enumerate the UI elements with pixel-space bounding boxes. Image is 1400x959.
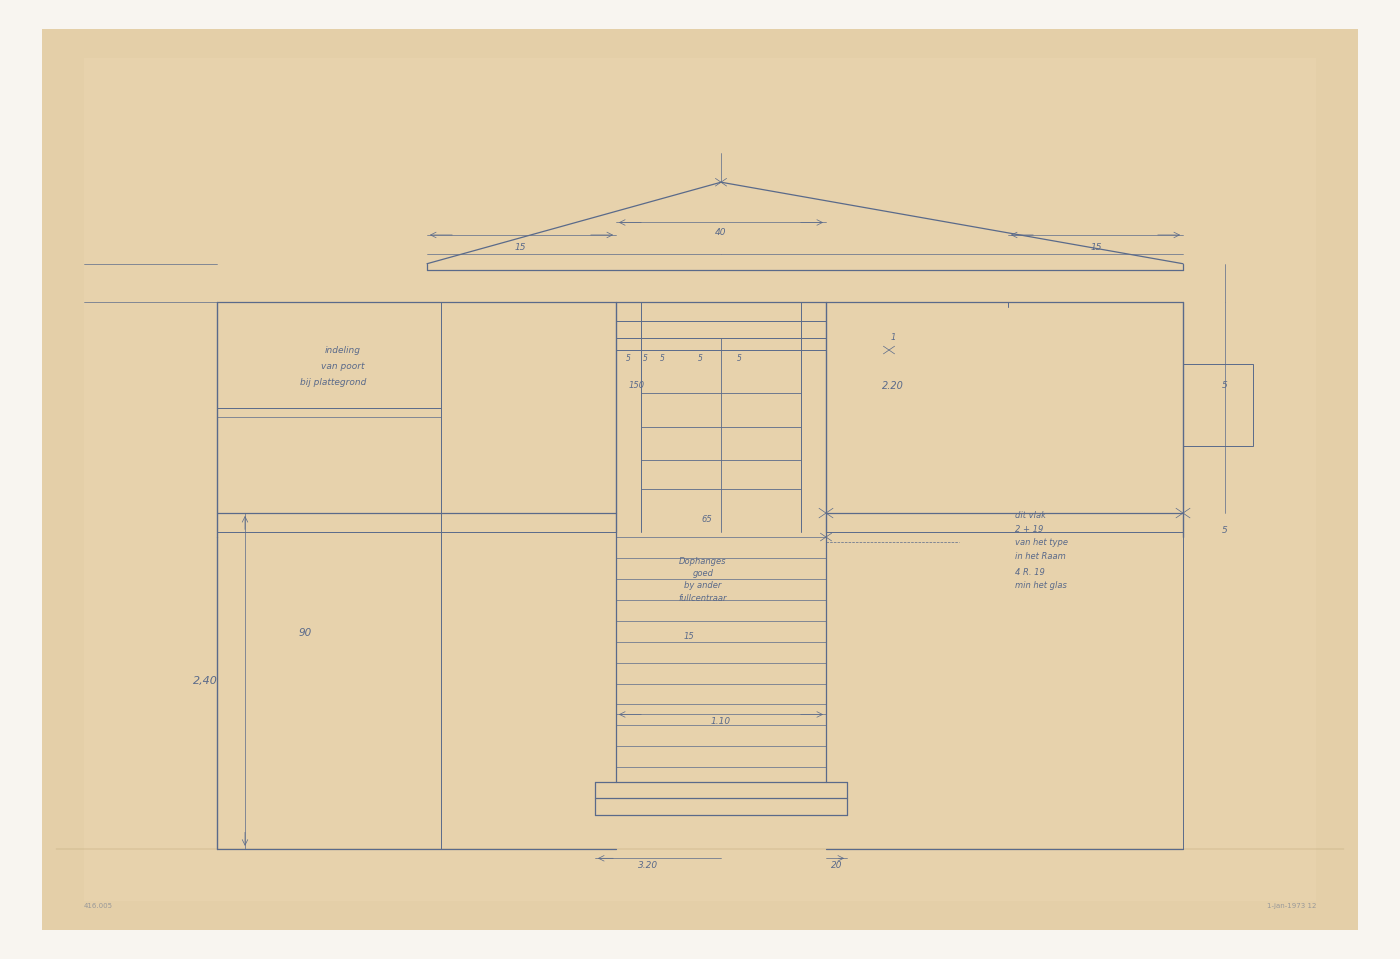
Text: 65: 65 [701, 515, 713, 525]
Text: 150: 150 [629, 381, 645, 390]
Text: bij plattegrond: bij plattegrond [300, 378, 367, 387]
Text: Dophanges: Dophanges [679, 556, 727, 566]
Text: by ander: by ander [685, 581, 721, 591]
Text: 15: 15 [515, 243, 526, 252]
Text: 4 R. 19: 4 R. 19 [1015, 568, 1044, 577]
Text: 1.10: 1.10 [711, 716, 731, 726]
Text: 5: 5 [626, 354, 631, 363]
Text: 20: 20 [832, 860, 843, 870]
Text: van het type: van het type [1015, 538, 1068, 548]
Text: in het Raam: in het Raam [1015, 551, 1065, 561]
Text: 5: 5 [736, 354, 742, 363]
Text: 90: 90 [298, 628, 312, 638]
Text: 15: 15 [1091, 243, 1102, 252]
Text: 5: 5 [659, 354, 665, 363]
Text: 3.20: 3.20 [638, 860, 658, 870]
Text: 5: 5 [1222, 526, 1228, 535]
Text: 1: 1 [890, 333, 896, 342]
Bar [1183, 364, 1253, 446]
Text: 15: 15 [683, 632, 694, 642]
Text: dit vlak: dit vlak [1015, 511, 1046, 521]
Text: fullcentraar: fullcentraar [679, 594, 727, 603]
Text: van poort: van poort [321, 362, 365, 371]
Text: 40: 40 [715, 227, 727, 237]
Text: 2,40: 2,40 [193, 676, 218, 686]
Text: min het glas: min het glas [1015, 581, 1067, 591]
Text: 416.005: 416.005 [84, 903, 113, 909]
Text: 5: 5 [643, 354, 648, 363]
Text: 2 + 19: 2 + 19 [1015, 525, 1043, 534]
Text: 1-jan-1973 12: 1-jan-1973 12 [1267, 903, 1316, 909]
Text: 2.20: 2.20 [882, 381, 904, 390]
Text: goed: goed [692, 569, 713, 578]
Text: indeling: indeling [325, 345, 361, 355]
Text: 5: 5 [697, 354, 703, 363]
Text: 5: 5 [1222, 381, 1228, 390]
